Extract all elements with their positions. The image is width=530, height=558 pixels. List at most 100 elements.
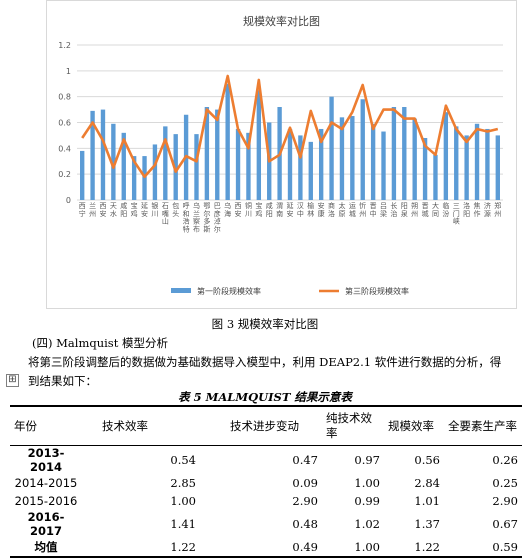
cell-year: 2013-2014 xyxy=(27,446,65,474)
cell-pure-tech-efficiency: 1.02 xyxy=(354,517,380,531)
x-tick-label: 朔州 xyxy=(411,201,418,218)
cell-tech-efficiency: 1.41 xyxy=(170,517,196,531)
x-tick-label: 乌兰察布 xyxy=(193,201,200,233)
series-line xyxy=(81,74,499,179)
cell-tech-efficiency: 1.00 xyxy=(170,494,196,508)
x-tick-label: 咸阳 xyxy=(266,201,273,218)
bar xyxy=(360,99,365,200)
x-tick-label: 长治 xyxy=(390,201,397,218)
bar xyxy=(194,134,199,200)
bar xyxy=(235,128,241,200)
x-tick-label: 洛阳 xyxy=(463,201,470,218)
bar xyxy=(246,132,251,200)
y-tick-label: 0.8 xyxy=(58,93,71,102)
x-tick-label: 安康 xyxy=(318,201,325,218)
bar xyxy=(454,126,459,200)
paragraph-line-2: 到结果如下： xyxy=(28,374,97,388)
x-tick-label: 三门峡 xyxy=(453,202,460,226)
legend-label-stage3: 第三阶段规模效率 xyxy=(345,286,409,296)
bar xyxy=(339,117,345,200)
bar xyxy=(318,128,324,200)
chart-svg: 00.20.40.60.811.2西宁兰州西安天水咸阳宝鸡延安银川石嘴山包头呼和… xyxy=(58,41,503,296)
x-tick-label: 西安 xyxy=(235,202,242,218)
x-tick-label: 临汾 xyxy=(442,201,449,218)
x-tick-label: 榆林 xyxy=(307,201,314,218)
x-tick-label: 乌海 xyxy=(224,201,231,218)
legend-bar-swatch xyxy=(171,288,191,293)
x-tick-label: 济源 xyxy=(484,201,491,218)
x-tick-label: 石嘴山 xyxy=(162,202,169,226)
x-tick-label: 商洛 xyxy=(328,201,335,218)
chart-title: 规模效率对比图 xyxy=(243,15,320,28)
figure-caption: 图 3 规模效率对比图 xyxy=(211,317,319,331)
bar xyxy=(173,134,178,200)
x-tick-label: 咸阳 xyxy=(120,201,127,218)
cell-scale-efficiency: 0.56 xyxy=(414,453,440,467)
table-row: 2016-2017 1.41 0.48 1.02 1.37 0.67 xyxy=(10,510,522,538)
header-year: 年份 xyxy=(10,405,82,446)
bar xyxy=(422,138,428,200)
x-tick-label: 郑州 xyxy=(494,202,501,218)
x-tick-label: 太原 xyxy=(338,201,345,218)
bar xyxy=(412,118,417,200)
y-tick-label: 1.2 xyxy=(58,41,71,50)
x-tick-label: 巴彦淖尔 xyxy=(214,202,221,233)
cell-tech-change: 0.09 xyxy=(292,476,318,490)
bar xyxy=(433,154,438,200)
y-tick-label: 1 xyxy=(66,67,71,76)
x-tick-label: 呼和浩特 xyxy=(183,201,190,233)
chart-container: 规模效率对比图 0 0.2 0.4 0.6 0.8 1 1.2 西宁 兰州 西安 天水 咸阳 宝鸡 延安银… xyxy=(46,0,517,309)
bar xyxy=(485,128,490,200)
x-tick-label: 运城 xyxy=(349,202,356,218)
x-tick-label: 延安 xyxy=(141,201,148,218)
bar xyxy=(204,107,210,200)
x-tick-label: 西宁 xyxy=(79,202,86,218)
bar xyxy=(100,109,106,200)
paragraph-line-1: 将第三阶段调整后的数据做为基础数据导入模型中，利用 DEAP2.1 软件进行数据… xyxy=(28,355,502,369)
cell-scale-efficiency: 2.84 xyxy=(414,476,440,490)
bar xyxy=(298,135,303,200)
y-tick-label: 0.2 xyxy=(58,170,71,179)
x-tick-label: 延安 xyxy=(287,201,294,218)
table-move-handle-icon[interactable]: ⊞ xyxy=(6,374,19,387)
header-scale-efficiency: 规模效率 xyxy=(384,405,444,446)
header-pure-tech-efficiency: 纯技术效率 xyxy=(322,405,384,446)
x-tick-label: 晋城 xyxy=(422,202,429,218)
cell-tfp: 0.67 xyxy=(492,517,518,531)
header-tfp: 全要素生产率 xyxy=(444,405,522,446)
x-tick-label: 天水 xyxy=(110,202,117,218)
x-tick-label: 宝鸡 xyxy=(255,201,262,218)
bar xyxy=(381,131,386,200)
bar xyxy=(464,135,469,200)
cell-tfp: 0.25 xyxy=(492,476,518,490)
header-tech-change: 技术进步变动 xyxy=(200,405,322,446)
section-heading: (四) Malmquist 模型分析 xyxy=(32,336,168,350)
bar xyxy=(131,156,137,200)
x-tick-label: 焦作 xyxy=(474,201,481,218)
y-tick-label: 0.4 xyxy=(58,144,71,153)
bar xyxy=(391,107,397,200)
bar xyxy=(152,144,158,200)
cell-year: 2015-2016 xyxy=(14,494,78,508)
y-tick-label: 0 xyxy=(66,196,71,205)
table-row: 2013-2014 0.54 0.47 0.97 0.56 0.26 xyxy=(10,446,522,474)
cell-tech-change: 2.90 xyxy=(292,494,318,508)
cell-year: 2014-2015 xyxy=(14,476,78,490)
x-tick-label: 汉中 xyxy=(297,202,304,218)
x-tick-label: 包头 xyxy=(172,201,179,218)
bar xyxy=(495,135,500,200)
bar xyxy=(121,132,126,200)
bar xyxy=(329,96,334,200)
cell-year: 2016-2017 xyxy=(27,510,65,538)
bar xyxy=(163,126,168,200)
x-tick-label: 宝鸡 xyxy=(131,201,138,218)
cell-scale-efficiency: 1.37 xyxy=(414,517,440,531)
cell-pure-tech-efficiency: 1.00 xyxy=(354,476,380,490)
bar xyxy=(90,110,95,200)
cell-tech-change: 0.48 xyxy=(292,517,318,531)
cell-tfp: 2.90 xyxy=(492,494,518,508)
bar xyxy=(215,109,220,200)
table-row: 2014-2015 2.85 0.09 1.00 2.84 0.25 xyxy=(10,474,522,492)
bar xyxy=(80,150,85,200)
cell-tech-efficiency: 0.54 xyxy=(170,453,196,467)
